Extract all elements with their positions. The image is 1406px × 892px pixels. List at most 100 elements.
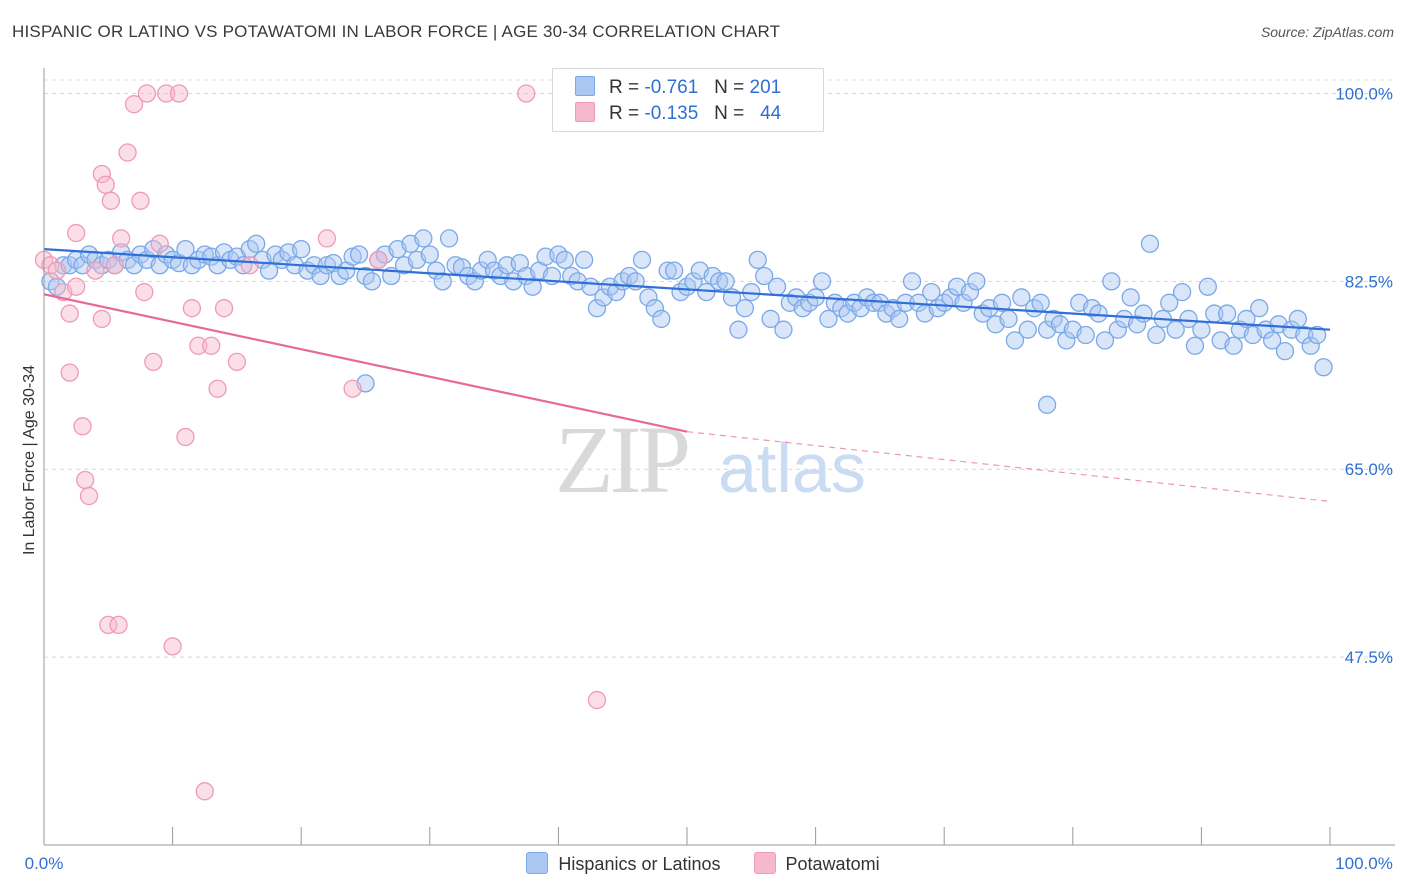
hispanic-point bbox=[555, 250, 574, 270]
hispanic-point bbox=[1217, 304, 1237, 323]
series-swatch-hispanic bbox=[526, 852, 549, 874]
potawatomi-point bbox=[60, 304, 79, 323]
hispanic-point bbox=[607, 282, 626, 302]
potawatomi-point bbox=[124, 95, 144, 114]
potawatomi-point bbox=[214, 299, 234, 318]
hispanic-point bbox=[1089, 304, 1108, 323]
hispanic-point bbox=[761, 309, 780, 329]
series-label-potawatomi: Potawatomi bbox=[785, 854, 880, 874]
watermark: ZIP atlas bbox=[555, 406, 866, 513]
hispanic-point bbox=[1076, 325, 1095, 345]
potawatomi-point bbox=[99, 615, 118, 635]
potawatomi-point bbox=[105, 256, 124, 275]
points-layer bbox=[34, 84, 1333, 801]
hispanic-point bbox=[1095, 331, 1115, 350]
hispanic-point bbox=[1018, 320, 1037, 339]
legend-r-value: -0.135 bbox=[644, 103, 699, 124]
x-tick-label: 100.0% bbox=[1335, 854, 1393, 873]
legend-swatch-hispanic bbox=[575, 76, 595, 96]
y-tick-label: 100.0% bbox=[1335, 84, 1393, 103]
hispanic-point bbox=[1127, 315, 1147, 334]
hispanic-point bbox=[362, 272, 382, 291]
hispanic-point bbox=[433, 272, 452, 291]
potawatomi-point bbox=[96, 175, 115, 194]
potawatomi-point bbox=[169, 84, 189, 103]
potawatomi-point bbox=[163, 637, 182, 656]
hispanic-point bbox=[1307, 325, 1327, 345]
potawatomi-point bbox=[587, 690, 607, 710]
potawatomi-trend-extension bbox=[686, 431, 1331, 503]
hispanic-point bbox=[992, 293, 1012, 312]
hispanic-point bbox=[1192, 320, 1211, 339]
hispanic-point bbox=[1301, 336, 1320, 355]
hispanic-point bbox=[1179, 309, 1198, 329]
potawatomi-point bbox=[137, 84, 157, 103]
trend-layer bbox=[43, 248, 1331, 503]
hispanic-point bbox=[710, 272, 729, 291]
hispanic-point bbox=[1172, 282, 1192, 302]
hispanic-point bbox=[729, 320, 748, 339]
hispanic-point bbox=[735, 299, 755, 318]
potawatomi-point bbox=[208, 379, 227, 398]
series-legend-hispanic[interactable]: Hispanics or Latinos bbox=[526, 852, 721, 875]
hispanic-point bbox=[292, 239, 311, 259]
potawatomi-point bbox=[60, 363, 79, 382]
hispanic-point bbox=[639, 288, 658, 307]
hispanic-point bbox=[819, 309, 838, 329]
grid-layer bbox=[44, 79, 1395, 658]
potawatomi-point bbox=[67, 223, 86, 243]
hispanic-point bbox=[1314, 358, 1333, 377]
stats-legend: R = -0.761 N = 201 R = -0.135 N = 44 bbox=[552, 68, 824, 132]
potawatomi-point bbox=[317, 229, 337, 248]
hispanic-point bbox=[478, 250, 497, 270]
hispanic-point bbox=[755, 266, 774, 286]
potawatomi-trend-line bbox=[43, 293, 688, 433]
watermark-zip: ZIP bbox=[555, 406, 688, 513]
hispanic-point bbox=[748, 250, 767, 270]
legend-swatch-potawatomi bbox=[575, 102, 595, 122]
potawatomi-point bbox=[101, 191, 121, 210]
series-swatch-potawatomi bbox=[753, 852, 776, 874]
hispanic-point bbox=[1275, 341, 1295, 361]
hispanic-point bbox=[1031, 293, 1050, 312]
hispanic-point bbox=[1262, 331, 1282, 350]
potawatomi-point bbox=[67, 277, 86, 296]
hispanic-point bbox=[1121, 288, 1140, 307]
series-label-hispanic: Hispanics or Latinos bbox=[558, 854, 721, 874]
potawatomi-point bbox=[182, 299, 202, 318]
hispanic-point bbox=[523, 277, 542, 296]
hispanic-point bbox=[1198, 277, 1217, 296]
hispanic-point bbox=[574, 250, 594, 270]
chart-title: HISPANIC OR LATINO VS POTAWATOMI IN LABO… bbox=[12, 22, 781, 41]
potawatomi-point bbox=[144, 352, 163, 372]
potawatomi-point bbox=[92, 164, 112, 184]
hispanic-point bbox=[1108, 320, 1127, 339]
hispanic-point bbox=[999, 309, 1018, 329]
legend-n-value: 44 bbox=[760, 103, 782, 124]
hispanic-point bbox=[247, 234, 266, 253]
hispanic-point bbox=[902, 272, 922, 291]
legend-row-hispanic: R = -0.761 N = 201 bbox=[575, 76, 781, 100]
hispanic-point bbox=[1166, 320, 1185, 339]
hispanic-point bbox=[1005, 331, 1025, 350]
hispanic-point bbox=[864, 293, 883, 312]
y-tick-label: 65.0% bbox=[1345, 460, 1393, 479]
hispanic-point bbox=[1224, 336, 1243, 355]
axis-layer: 47.5% 65.0% 82.5% 100.0% 0.0% 100.0% bbox=[25, 68, 1395, 873]
hispanic-point bbox=[767, 277, 787, 296]
hispanic-point bbox=[1012, 288, 1031, 307]
hispanic-point bbox=[1134, 304, 1153, 323]
potawatomi-point bbox=[118, 143, 137, 162]
hispanic-point bbox=[645, 299, 664, 318]
y-tick-label: 47.5% bbox=[1345, 648, 1393, 667]
hispanic-point bbox=[349, 245, 369, 264]
hispanic-point bbox=[922, 282, 941, 302]
potawatomi-point bbox=[79, 486, 99, 506]
potawatomi-point bbox=[76, 470, 95, 490]
potawatomi-point bbox=[195, 782, 214, 801]
hispanic-point bbox=[1140, 234, 1160, 253]
series-legend-potawatomi[interactable]: Potawatomi bbox=[753, 852, 880, 875]
hispanic-point bbox=[1160, 293, 1179, 312]
potawatomi-point bbox=[112, 229, 131, 248]
